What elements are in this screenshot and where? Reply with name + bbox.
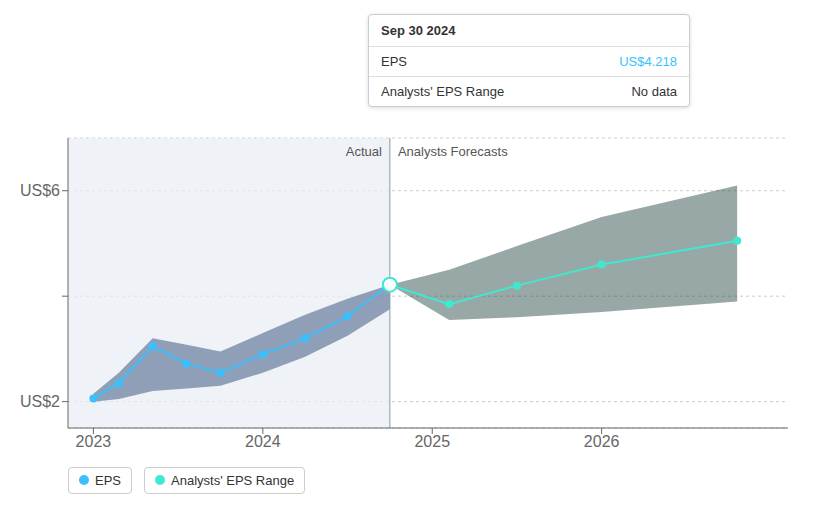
- html-text:Sep 30 2024: Sep 30 2024: [381, 23, 456, 38]
- html-text:EPS: EPS: [95, 472, 121, 488]
- html-text:Analysts' EPS Range: Analysts' EPS Range: [381, 84, 505, 99]
- html-text:US$4.218: US$4.218: [619, 54, 677, 69]
- svg-text:US$6: US$6: [20, 182, 60, 199]
- svg-text:Actual: Actual: [346, 144, 382, 159]
- html-text:No data: No data: [631, 84, 677, 99]
- html-text:Analysts' EPS Range: Analysts' EPS Range: [171, 472, 295, 488]
- svg-text:US$2: US$2: [20, 393, 60, 410]
- svg-text:Analysts Forecasts: Analysts Forecasts: [398, 144, 508, 159]
- svg-text:2024: 2024: [245, 433, 281, 450]
- svg-text:2023: 2023: [76, 433, 112, 450]
- svg-text:2026: 2026: [584, 433, 620, 450]
- html-text:EPS: EPS: [381, 54, 407, 69]
- svg-text:2025: 2025: [414, 433, 450, 450]
